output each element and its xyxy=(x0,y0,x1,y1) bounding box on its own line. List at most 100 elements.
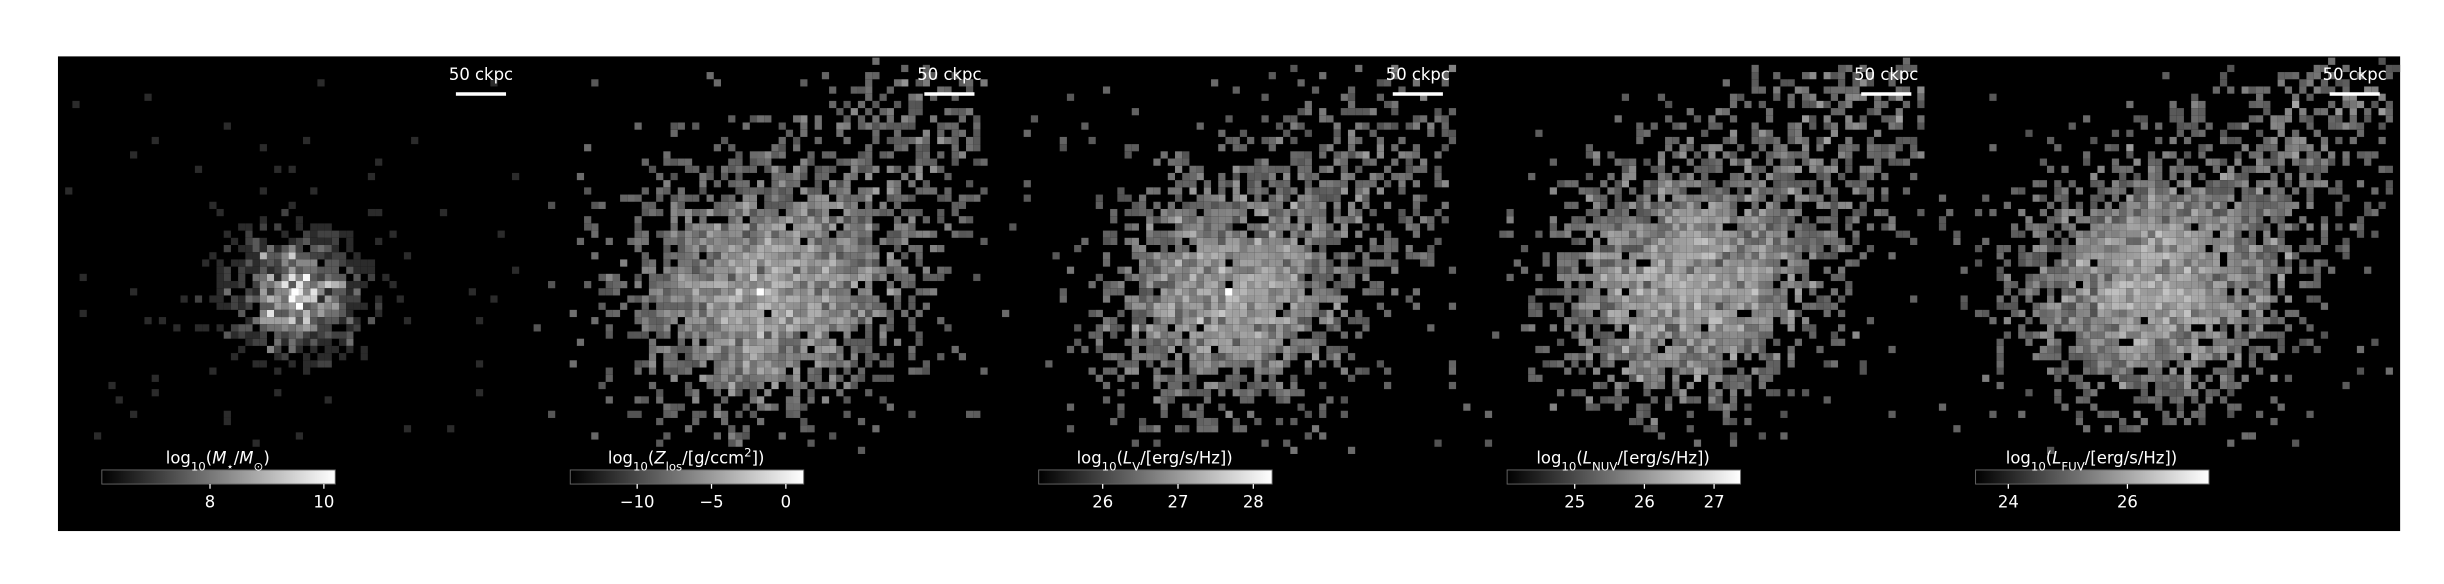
pixel xyxy=(1758,230,1766,238)
pixel xyxy=(2090,288,2098,296)
pixel xyxy=(1153,331,1161,339)
pixel xyxy=(1427,245,1435,253)
pixel xyxy=(1311,266,1320,274)
pixel xyxy=(1333,129,1341,137)
pixel xyxy=(692,417,700,426)
pixel xyxy=(1319,331,1327,339)
pixel xyxy=(749,338,758,346)
pixel xyxy=(836,252,844,260)
pixel xyxy=(1268,331,1276,339)
pixel xyxy=(1607,317,1615,325)
pixel xyxy=(807,374,815,382)
pixel xyxy=(857,309,866,318)
pixel xyxy=(288,338,296,346)
pixel xyxy=(1715,281,1723,289)
pixel xyxy=(800,281,808,289)
pixel xyxy=(634,367,642,375)
pixel xyxy=(973,194,981,202)
pixel xyxy=(2075,295,2084,303)
pixel xyxy=(2147,158,2156,166)
pixel xyxy=(829,252,837,260)
pixel xyxy=(908,245,916,253)
pixel xyxy=(2140,353,2148,361)
pixel xyxy=(1989,317,1997,325)
pixel xyxy=(1247,281,1255,289)
pixel xyxy=(2212,266,2220,274)
pixel xyxy=(2126,353,2134,361)
pixel xyxy=(1708,273,1716,282)
pixel xyxy=(620,281,628,289)
pixel xyxy=(245,266,253,274)
pixel xyxy=(1773,353,1781,361)
pixel xyxy=(1585,309,1593,318)
pixel xyxy=(1362,158,1370,166)
pixel xyxy=(2061,237,2069,246)
pixel xyxy=(1801,136,1810,145)
pixel xyxy=(1629,165,1637,173)
pixel xyxy=(274,338,282,346)
pixel xyxy=(1412,165,1421,173)
pixel xyxy=(1448,360,1457,368)
pixel xyxy=(2147,245,2156,253)
pixel xyxy=(1153,266,1161,274)
pixel xyxy=(764,353,772,361)
pixel xyxy=(850,216,858,224)
pixel xyxy=(1917,122,1925,130)
pixel xyxy=(259,252,267,260)
pixel xyxy=(1751,86,1759,94)
pixel xyxy=(1239,208,1248,217)
pixel xyxy=(2054,281,2062,289)
pixel xyxy=(1391,72,1399,80)
pixel xyxy=(259,144,267,152)
pixel xyxy=(1376,288,1384,296)
pixel xyxy=(1809,223,1817,231)
pixel xyxy=(1268,144,1276,152)
pixel xyxy=(1355,194,1363,202)
pixel xyxy=(1708,389,1716,397)
pixel xyxy=(1247,338,1255,346)
pixel xyxy=(1722,180,1730,188)
pixel xyxy=(1729,439,1738,447)
pixel xyxy=(1650,259,1658,267)
pixel xyxy=(1153,252,1161,260)
pixel xyxy=(1744,381,1752,390)
pixel xyxy=(1182,389,1190,397)
pixel xyxy=(1189,259,1197,267)
pixel xyxy=(2155,252,2163,260)
pixel xyxy=(742,432,750,440)
pixel xyxy=(1722,295,1730,303)
pixel xyxy=(1657,252,1666,260)
pixel xyxy=(1304,158,1312,166)
pixel xyxy=(2111,353,2120,361)
pixel xyxy=(1066,266,1075,274)
pixel xyxy=(677,252,685,260)
pixel xyxy=(2061,295,2069,303)
pixel xyxy=(1585,302,1593,310)
pixel xyxy=(1838,172,1846,181)
pixel xyxy=(259,216,267,224)
pixel xyxy=(1607,151,1615,159)
pixel xyxy=(663,360,671,368)
pixel xyxy=(1578,309,1586,318)
pixel xyxy=(1571,302,1579,310)
pixel xyxy=(1355,64,1363,73)
pixel xyxy=(757,245,765,253)
pixel xyxy=(1283,187,1291,195)
pixel xyxy=(302,259,311,267)
pixel xyxy=(1607,223,1615,231)
pixel xyxy=(1621,180,1630,188)
pixel xyxy=(1391,245,1399,253)
pixel xyxy=(793,374,801,382)
pixel xyxy=(1319,208,1327,217)
pixel xyxy=(1838,86,1846,94)
pixel xyxy=(879,237,887,246)
pixel xyxy=(1160,259,1168,267)
pixel xyxy=(1830,72,1839,80)
pixel xyxy=(605,309,613,318)
pixel xyxy=(288,302,296,310)
pixel xyxy=(2061,252,2069,260)
pixel xyxy=(1239,252,1248,260)
pixel xyxy=(367,259,376,267)
pixel xyxy=(1809,245,1817,253)
pixel xyxy=(2133,345,2141,354)
